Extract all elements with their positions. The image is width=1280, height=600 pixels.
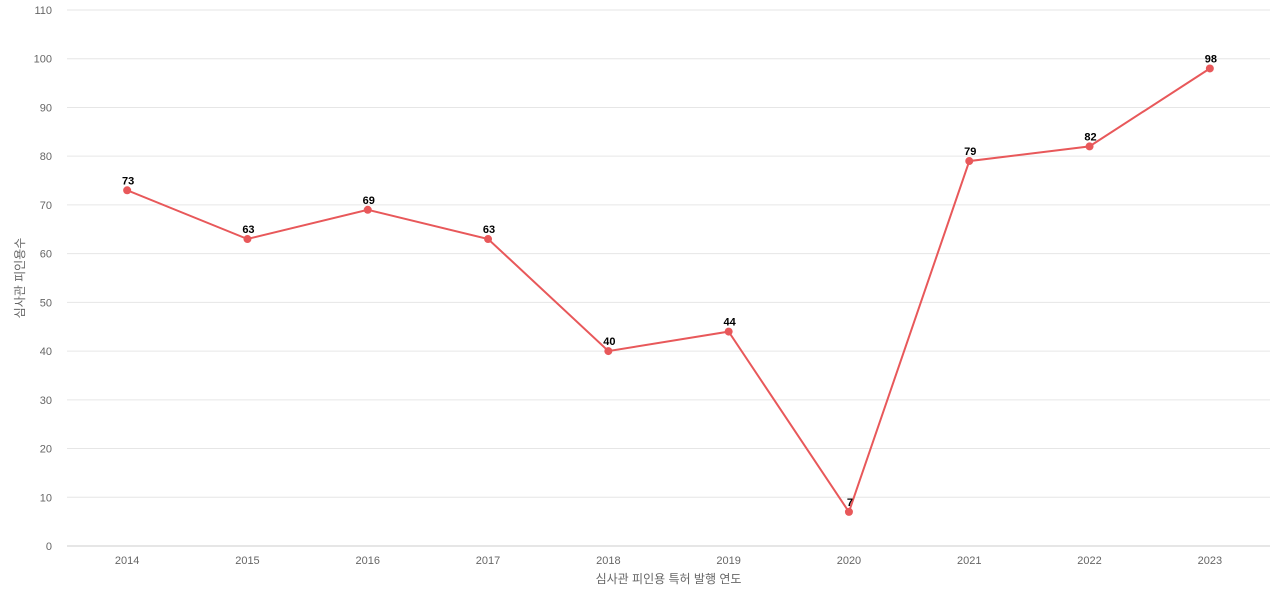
x-tick-label: 2017 <box>476 555 500 567</box>
x-tick-label: 2016 <box>356 555 380 567</box>
x-tick-label: 2018 <box>596 555 620 567</box>
data-label: 79 <box>964 146 976 158</box>
y-tick-label: 60 <box>40 249 52 261</box>
y-tick-label: 70 <box>40 200 52 212</box>
y-tick-label: 10 <box>40 492 52 504</box>
data-point[interactable] <box>484 235 493 244</box>
series-line <box>126 67 1211 515</box>
y-tick-label: 30 <box>40 395 52 407</box>
data-point[interactable] <box>844 507 853 516</box>
y-tick-label: 100 <box>34 54 52 66</box>
data-label: 69 <box>363 195 375 207</box>
x-tick-label: 2022 <box>1077 555 1101 567</box>
x-tick-label: 2014 <box>115 555 139 567</box>
y-tick-label: 110 <box>34 5 52 17</box>
data-point[interactable] <box>243 235 252 244</box>
data-point[interactable] <box>1205 64 1214 73</box>
data-label: 73 <box>122 175 134 187</box>
data-point[interactable] <box>965 157 974 166</box>
y-tick-label: 40 <box>40 346 52 358</box>
x-tick-label: 2021 <box>957 555 981 567</box>
data-point[interactable] <box>1085 142 1094 151</box>
y-tick-label: 0 <box>46 541 52 553</box>
data-point[interactable] <box>724 327 733 336</box>
y-tick-label: 20 <box>40 444 52 456</box>
data-labels: 73 63 69 63 40 44 7 79 82 98 <box>122 53 1217 508</box>
x-tick-label: 2019 <box>716 555 740 567</box>
y-axis-title: 심사관 피인용수 <box>13 238 27 319</box>
data-label: 40 <box>603 336 615 348</box>
series-points <box>123 64 1214 516</box>
data-point[interactable] <box>363 205 372 214</box>
y-gridlines <box>67 9 1270 498</box>
y-tick-label: 80 <box>40 151 52 163</box>
x-axis-title: 심사관 피인용 특허 발행 연도 <box>596 571 742 586</box>
data-label: 63 <box>242 224 254 236</box>
data-label: 7 <box>847 497 853 509</box>
y-tick-label: 90 <box>40 102 52 114</box>
x-axis-ticks: 2014 2015 2016 2017 2018 2019 2020 2021 2022 2023 <box>115 555 1222 567</box>
y-tick-label: 50 <box>40 297 52 309</box>
x-tick-label: 2023 <box>1198 555 1222 567</box>
data-label: 98 <box>1205 53 1217 65</box>
data-point[interactable] <box>604 347 613 356</box>
data-point[interactable] <box>123 186 132 195</box>
y-axis-ticks: 0 10 20 30 40 50 60 70 80 90 100 110 <box>34 5 52 553</box>
x-tick-label: 2020 <box>837 555 861 567</box>
x-tick-label: 2015 <box>235 555 259 567</box>
data-label: 63 <box>483 224 495 236</box>
data-label: 82 <box>1084 131 1096 143</box>
data-label: 44 <box>724 317 737 329</box>
